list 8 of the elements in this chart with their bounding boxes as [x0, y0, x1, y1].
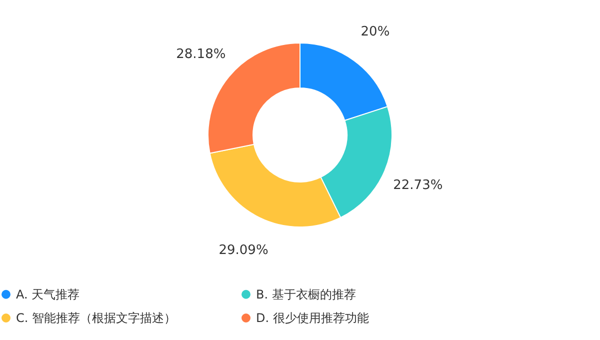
legend-label: C. 智能推荐（根据文字描述） — [16, 311, 176, 325]
legend-label: A. 天气推荐 — [16, 287, 80, 302]
data-label: 29.09% — [218, 242, 268, 258]
data-label: 20% — [360, 24, 390, 40]
data-label: 22.73% — [393, 178, 443, 193]
legend-label: B. 基于衣橱的推荐 — [256, 287, 356, 302]
legend-label: D. 很少使用推荐功能 — [256, 311, 369, 325]
data-label: 28.18% — [176, 46, 226, 62]
